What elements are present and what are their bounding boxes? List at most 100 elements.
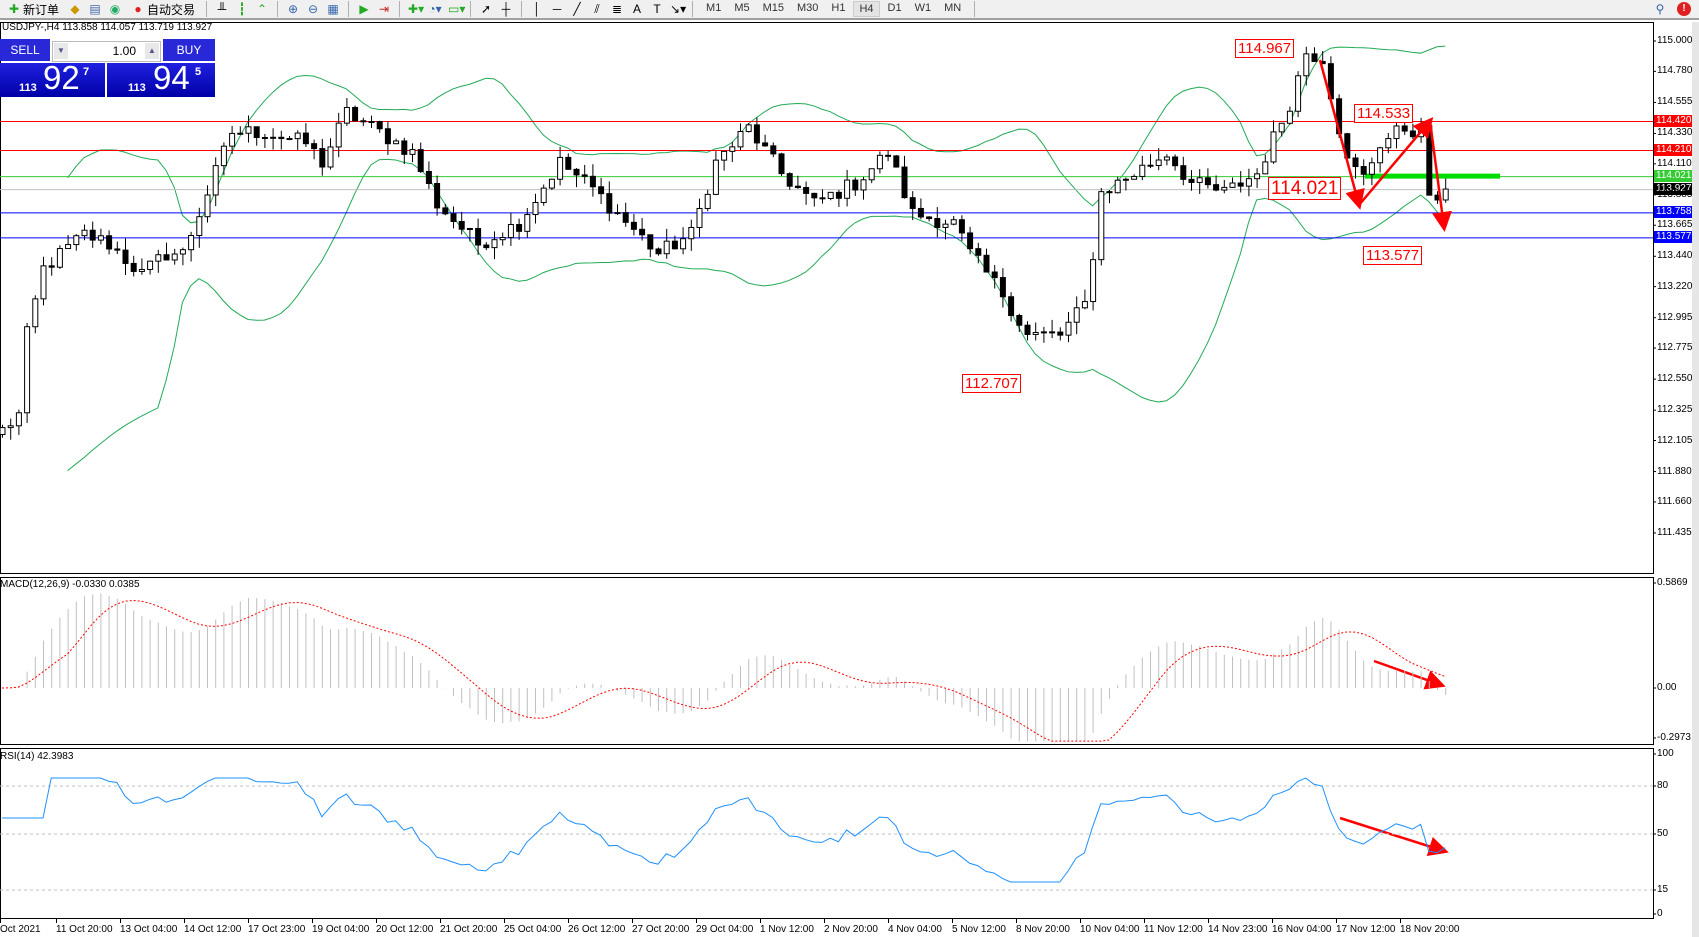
lot-increase-icon[interactable]: ▲ (145, 43, 159, 59)
rsi-line (2, 777, 1446, 883)
bar-chart-icon[interactable]: ╨ (217, 2, 227, 16)
chart-shift-icon[interactable]: ⇥ (379, 2, 390, 16)
timeframe-w1[interactable]: W1 (914, 2, 932, 14)
bearish-candle (926, 216, 933, 220)
timeframe-mn[interactable]: MN (944, 2, 962, 14)
bearish-candle (360, 120, 367, 123)
notification-badge[interactable]: ! (1677, 2, 1691, 16)
price-tag: 114.021 (1654, 170, 1696, 183)
separator (974, 1, 976, 17)
cursor-icon[interactable]: ➚ (481, 2, 492, 16)
auto-trading-button[interactable]: ● 自动交易 (128, 0, 198, 18)
sell-price-prefix: 113 (19, 82, 37, 94)
bearish-candle (639, 228, 646, 236)
separator (348, 1, 350, 17)
price-tick: 112.775 (1657, 342, 1693, 354)
new-order-button[interactable]: ✚ 新订单 (8, 2, 60, 17)
timeframe-d1[interactable]: D1 (887, 2, 902, 14)
annotation-target[interactable]: 113.577 (1363, 246, 1423, 265)
bullish-candle (1385, 138, 1392, 149)
lot-size-input[interactable]: ▼ 1.00 ▲ (52, 41, 161, 62)
bearish-candle (311, 143, 318, 150)
equidistant-channel-icon[interactable]: ⫽ (594, 2, 600, 16)
arrows-icon[interactable]: ↘▾ (670, 2, 687, 16)
zoom-out-icon[interactable]: ⊖ (308, 2, 319, 16)
bullish-candle (335, 122, 342, 148)
price-tick: 111.880 (1657, 465, 1692, 477)
bearish-candle (516, 224, 523, 232)
bullish-candle (32, 298, 39, 328)
annotation-support[interactable]: 114.021 (1268, 177, 1342, 200)
zoom-in-icon[interactable]: ⊕ (288, 2, 299, 16)
candlestick-icon[interactable]: ┇ (238, 2, 246, 16)
annotation-lower-high[interactable]: 114.533 (1354, 104, 1414, 123)
bullish-candle (1032, 332, 1039, 335)
lot-decrease-icon[interactable]: ▼ (54, 43, 68, 59)
bullish-candle (1278, 122, 1285, 133)
buy-button[interactable]: BUY (163, 39, 215, 61)
arrow-down-1 (1318, 59, 1365, 210)
macd-label: MACD(12,26,9) -0.0330 0.0385 (0, 579, 140, 590)
bullish-candle (1065, 321, 1072, 336)
text-label-icon[interactable]: T (653, 2, 661, 16)
timeframe-h4[interactable]: H4 (853, 1, 880, 17)
bearish-candle (999, 277, 1006, 298)
search-icon[interactable]: ⚲ (1655, 2, 1665, 16)
macd-divergence-arrow (1373, 659, 1446, 690)
bearish-candle (803, 187, 810, 194)
bearish-candle (991, 271, 998, 279)
timeframe-h1[interactable]: H1 (831, 2, 846, 14)
time-label: 17 Oct 23:00 (248, 924, 306, 935)
timeframe-m5[interactable]: M5 (734, 2, 750, 14)
indicators-icon[interactable]: ✚▾ (408, 2, 425, 16)
annotation-low[interactable]: 112.707 (962, 374, 1022, 393)
templates-icon[interactable]: ▭▾ (448, 2, 466, 16)
horizontal-line-icon[interactable]: ─ (552, 2, 562, 16)
bullish-candle (212, 165, 219, 196)
annotation-high[interactable]: 114.967 (1235, 39, 1295, 58)
bullish-candle (557, 156, 564, 180)
bullish-candle (680, 238, 687, 250)
history-icon[interactable]: ▤ (89, 2, 101, 16)
bearish-candle (647, 234, 654, 250)
bearish-candle (622, 212, 629, 223)
bullish-candle (466, 228, 473, 231)
bollinger-lower-band (67, 158, 1446, 472)
bearish-candle (794, 185, 801, 189)
bearish-candle (655, 248, 662, 255)
crosshair-icon[interactable]: ┼ (501, 2, 511, 16)
periods-icon[interactable]: ◔▾ (428, 2, 442, 16)
autoscroll-icon[interactable]: ▶ (359, 2, 369, 16)
fibonacci-icon[interactable]: ≣ (612, 2, 623, 16)
new-order-icon: ✚ (8, 2, 20, 16)
bullish-candle (942, 223, 949, 228)
bullish-candle (1393, 125, 1400, 140)
time-label: 14 Nov 23:00 (1208, 924, 1268, 935)
time-label: 14 Oct 12:00 (184, 924, 242, 935)
trendline-icon[interactable]: ╱ (573, 2, 581, 16)
text-icon[interactable]: A (633, 2, 642, 16)
bullish-candle (97, 235, 104, 241)
timeframe-m15[interactable]: M15 (762, 2, 784, 14)
bearish-candle (786, 173, 793, 187)
rsi-tick: 80 (1657, 780, 1669, 791)
price-tick: 114.330 (1657, 127, 1693, 139)
timeframe-m1[interactable]: M1 (706, 2, 722, 14)
line-chart-icon[interactable]: ⌃ (257, 2, 268, 16)
signals-icon[interactable]: ◉ (109, 2, 121, 16)
timeframe-m30[interactable]: M30 (797, 2, 819, 14)
scrollbar[interactable] (1692, 22, 1699, 937)
sell-price-pips: 92 (43, 59, 80, 96)
bullish-candle (1081, 301, 1088, 309)
vertical-line-icon[interactable]: │ (533, 2, 541, 16)
tile-windows-icon[interactable]: ▦ (327, 2, 339, 16)
bearish-candle (1024, 324, 1031, 335)
bullish-candle (229, 132, 236, 147)
sell-button[interactable]: SELL (0, 39, 50, 61)
buy-price[interactable]: 113 94 5 (107, 59, 215, 97)
bearish-candle (106, 235, 113, 250)
sell-price[interactable]: 113 92 7 (0, 59, 105, 97)
market-watch-icon[interactable]: ◆ (70, 2, 80, 16)
bullish-candle (237, 132, 244, 135)
